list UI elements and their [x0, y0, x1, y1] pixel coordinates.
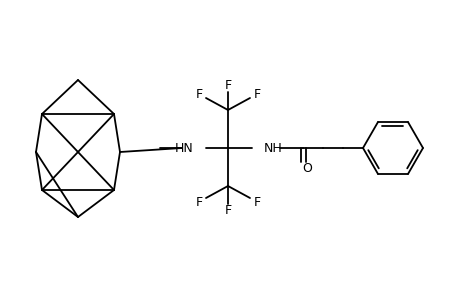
Text: F: F [195, 88, 202, 100]
Text: F: F [253, 88, 260, 100]
Text: F: F [253, 196, 260, 208]
Text: HN: HN [175, 142, 194, 154]
Text: O: O [302, 161, 311, 175]
Text: F: F [195, 196, 202, 208]
Text: F: F [224, 79, 231, 92]
Text: F: F [224, 205, 231, 218]
Text: NH: NH [263, 142, 282, 154]
